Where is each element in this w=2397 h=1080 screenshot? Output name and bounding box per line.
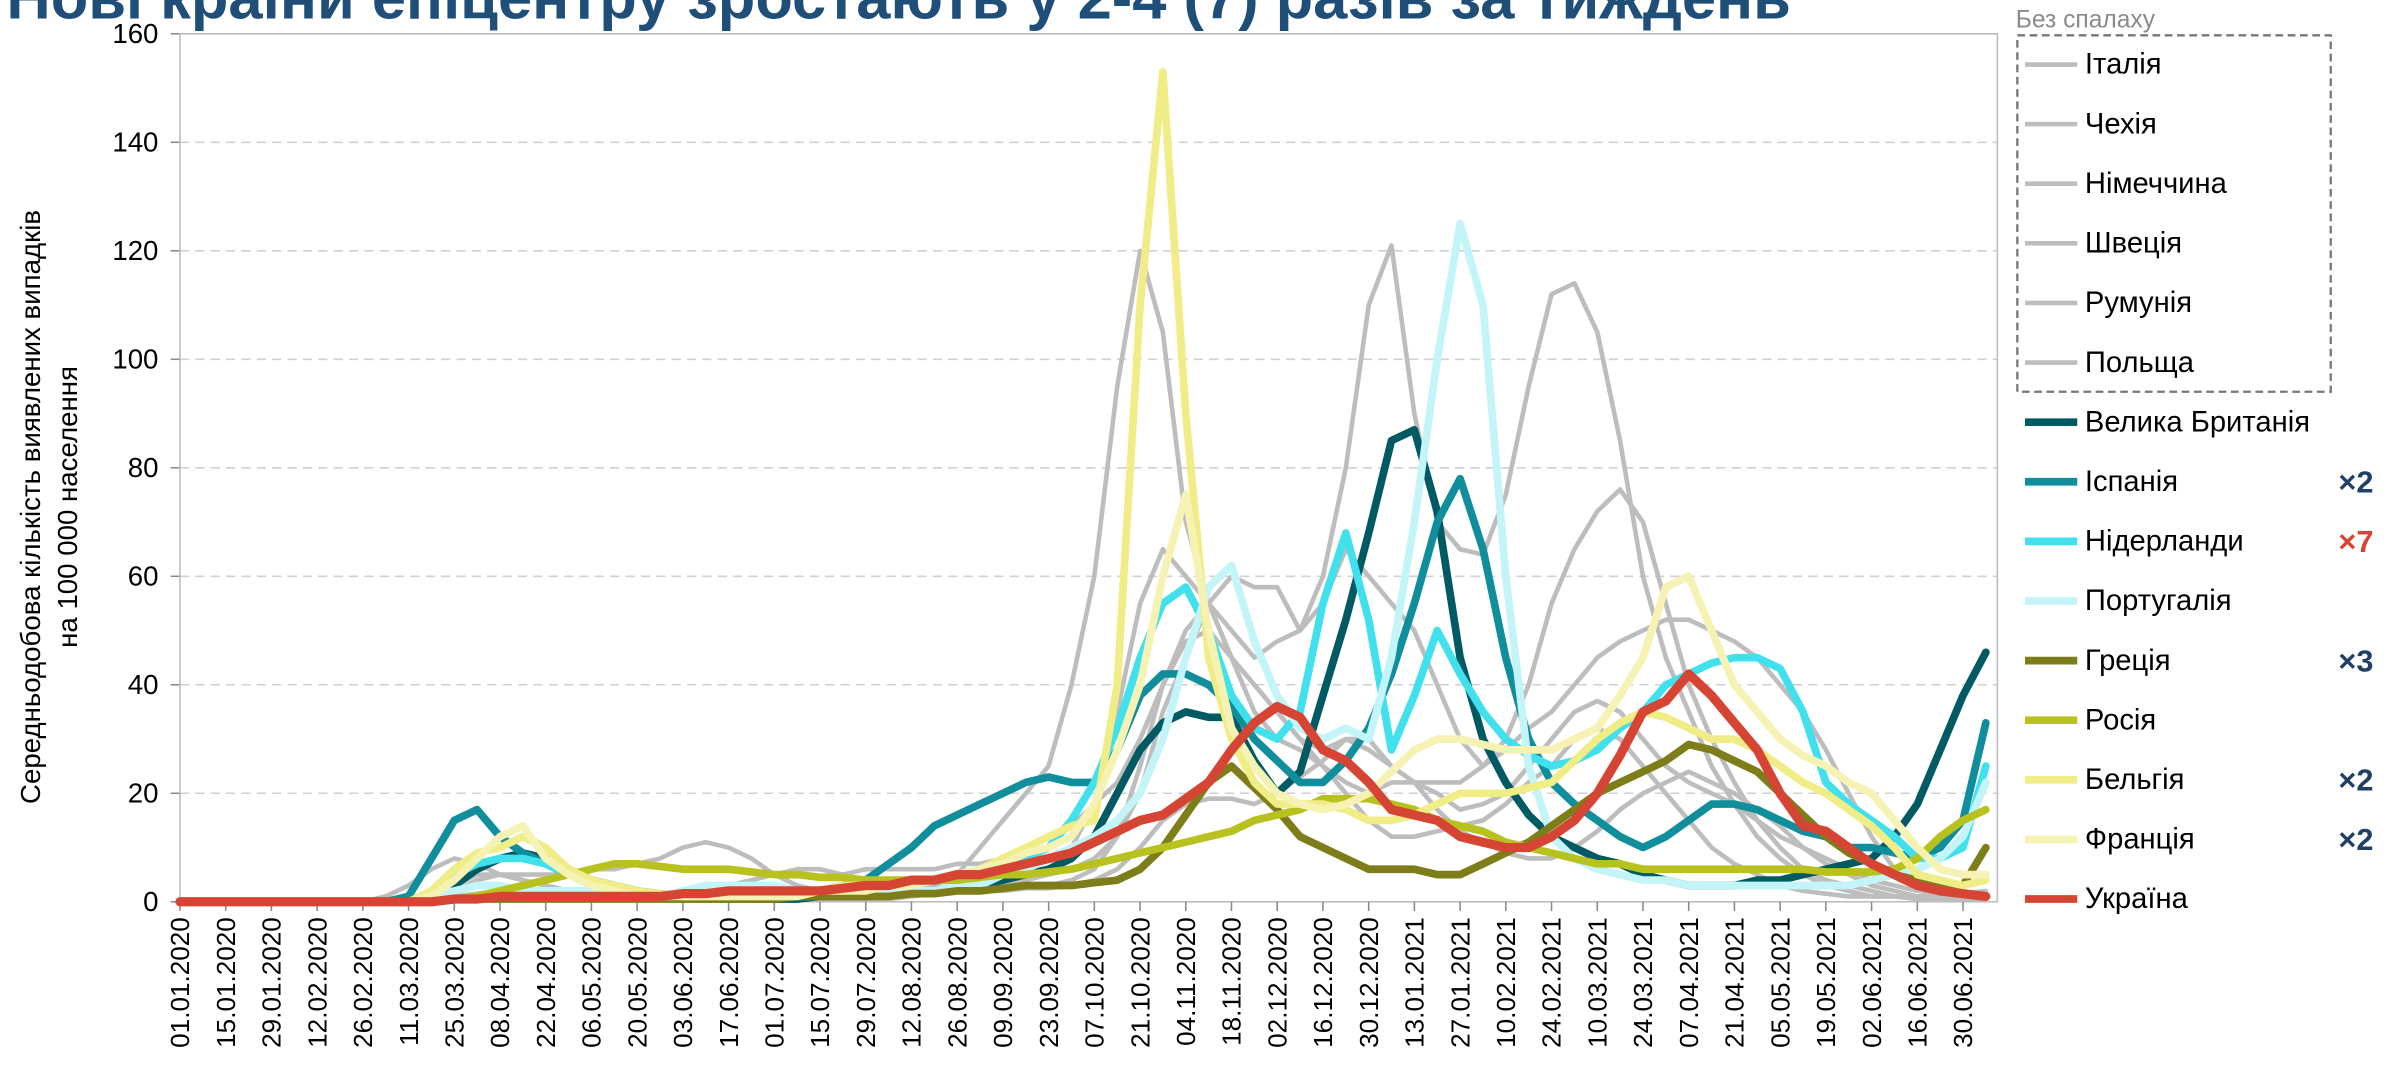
legend-group-title: Без спалаху xyxy=(2016,7,2156,34)
x-tick-label: 10.03.2021 xyxy=(1582,917,1612,1048)
series-line xyxy=(176,474,1990,906)
x-tick-label: 21.04.2021 xyxy=(1720,917,1750,1048)
legend-multiplier: ×7 xyxy=(2338,524,2373,559)
x-tick-label: 12.02.2020 xyxy=(302,917,332,1048)
y-axis-label: Середньодобова кількість виявлених випад… xyxy=(15,210,46,804)
legend-label: Бельгія xyxy=(2085,764,2185,796)
y-tick-label: 100 xyxy=(112,344,158,375)
legend-label: Росія xyxy=(2085,704,2156,736)
x-tick-label: 05.05.2021 xyxy=(1765,917,1795,1048)
y-tick-label: 0 xyxy=(143,886,158,917)
x-tick-label: 04.11.2020 xyxy=(1171,917,1201,1046)
x-tick-label: 20.05.2020 xyxy=(622,917,652,1048)
x-tick-label: 12.08.2020 xyxy=(897,917,927,1048)
x-tick-label: 15.01.2020 xyxy=(211,917,241,1048)
legend-label: Румунія xyxy=(2085,287,2192,319)
series-line xyxy=(176,67,1990,906)
x-tick-label: 27.01.2021 xyxy=(1445,917,1475,1048)
plot-frame xyxy=(179,33,1999,903)
x-tick-label: 01.07.2020 xyxy=(760,917,790,1048)
x-tick-label: 26.08.2020 xyxy=(942,917,972,1048)
legend-label: Велика Британія xyxy=(2085,406,2310,438)
series-line xyxy=(176,491,1990,906)
x-tick-label: 22.04.2020 xyxy=(531,917,561,1048)
x-tick-label: 10.02.2021 xyxy=(1491,917,1521,1048)
legend-group-box xyxy=(2016,34,2332,393)
legend-label: Польща xyxy=(2085,347,2195,379)
legend-label: Німеччина xyxy=(2085,168,2228,200)
x-tick-label: 07.04.2021 xyxy=(1674,917,1704,1048)
x-tick-label: 23.09.2020 xyxy=(1034,917,1064,1048)
legend-multiplier: ×2 xyxy=(2338,822,2373,857)
x-tick-label: 13.01.2021 xyxy=(1400,917,1430,1048)
series-line xyxy=(176,219,1990,906)
y-tick-label: 60 xyxy=(128,561,159,592)
x-tick-label: 01.01.2020 xyxy=(165,917,195,1048)
legend-label: Греція xyxy=(2085,645,2171,677)
x-tick-label: 11.03.2020 xyxy=(394,917,424,1046)
x-tick-label: 30.06.2021 xyxy=(1948,917,1978,1048)
x-tick-label: 08.04.2020 xyxy=(485,917,515,1048)
x-tick-label: 19.05.2021 xyxy=(1811,917,1841,1048)
x-tick-label: 24.03.2021 xyxy=(1628,917,1658,1048)
x-tick-label: 17.06.2020 xyxy=(714,917,744,1048)
y-tick-label: 160 xyxy=(112,18,158,49)
x-tick-label: 24.02.2021 xyxy=(1537,917,1567,1048)
legend-multiplier: ×3 xyxy=(2338,643,2373,678)
legend-label: Італія xyxy=(2085,49,2162,81)
x-tick-label: 06.05.2020 xyxy=(577,917,607,1048)
x-tick-label: 16.12.2020 xyxy=(1308,917,1338,1048)
legend-label: Португалія xyxy=(2085,585,2232,617)
x-tick-label: 02.12.2020 xyxy=(1262,917,1292,1048)
legend-multiplier: ×2 xyxy=(2338,763,2373,798)
y-tick-label: 120 xyxy=(112,235,158,266)
x-tick-label: 30.12.2020 xyxy=(1354,917,1384,1048)
legend-label: Франція xyxy=(2085,824,2195,856)
x-tick-label: 25.03.2020 xyxy=(439,917,469,1048)
x-tick-label: 29.07.2020 xyxy=(851,917,881,1048)
series-line xyxy=(175,669,1991,907)
x-tick-label: 02.06.2021 xyxy=(1857,917,1887,1048)
x-tick-label: 29.01.2020 xyxy=(257,917,287,1048)
y-tick-label: 20 xyxy=(128,778,159,809)
y-tick-label: 140 xyxy=(112,127,158,158)
legend-multiplier: ×2 xyxy=(2338,465,2373,500)
legend-label: Швеція xyxy=(2085,228,2182,260)
legend-label: Україна xyxy=(2085,883,2189,915)
chart-title: Нові країни епіцентру зростають у 2-4 (7… xyxy=(6,0,1791,32)
y-axis-label: на 100 000 населення xyxy=(52,366,83,648)
x-tick-label: 16.06.2021 xyxy=(1903,917,1933,1048)
y-tick-label: 80 xyxy=(128,452,159,483)
x-tick-label: 18.11.2020 xyxy=(1217,917,1247,1046)
legend-label: Нідерланди xyxy=(2085,526,2244,558)
y-tick-label: 40 xyxy=(128,669,159,700)
x-tick-label: 21.10.2020 xyxy=(1125,917,1155,1048)
legend-label: Чехія xyxy=(2085,108,2157,140)
x-tick-label: 07.10.2020 xyxy=(1080,917,1110,1048)
x-tick-label: 26.02.2020 xyxy=(348,917,378,1048)
legend-label: Іспанія xyxy=(2085,466,2178,498)
x-tick-label: 03.06.2020 xyxy=(668,917,698,1048)
x-tick-label: 15.07.2020 xyxy=(805,917,835,1048)
x-tick-label: 09.09.2020 xyxy=(988,917,1018,1048)
